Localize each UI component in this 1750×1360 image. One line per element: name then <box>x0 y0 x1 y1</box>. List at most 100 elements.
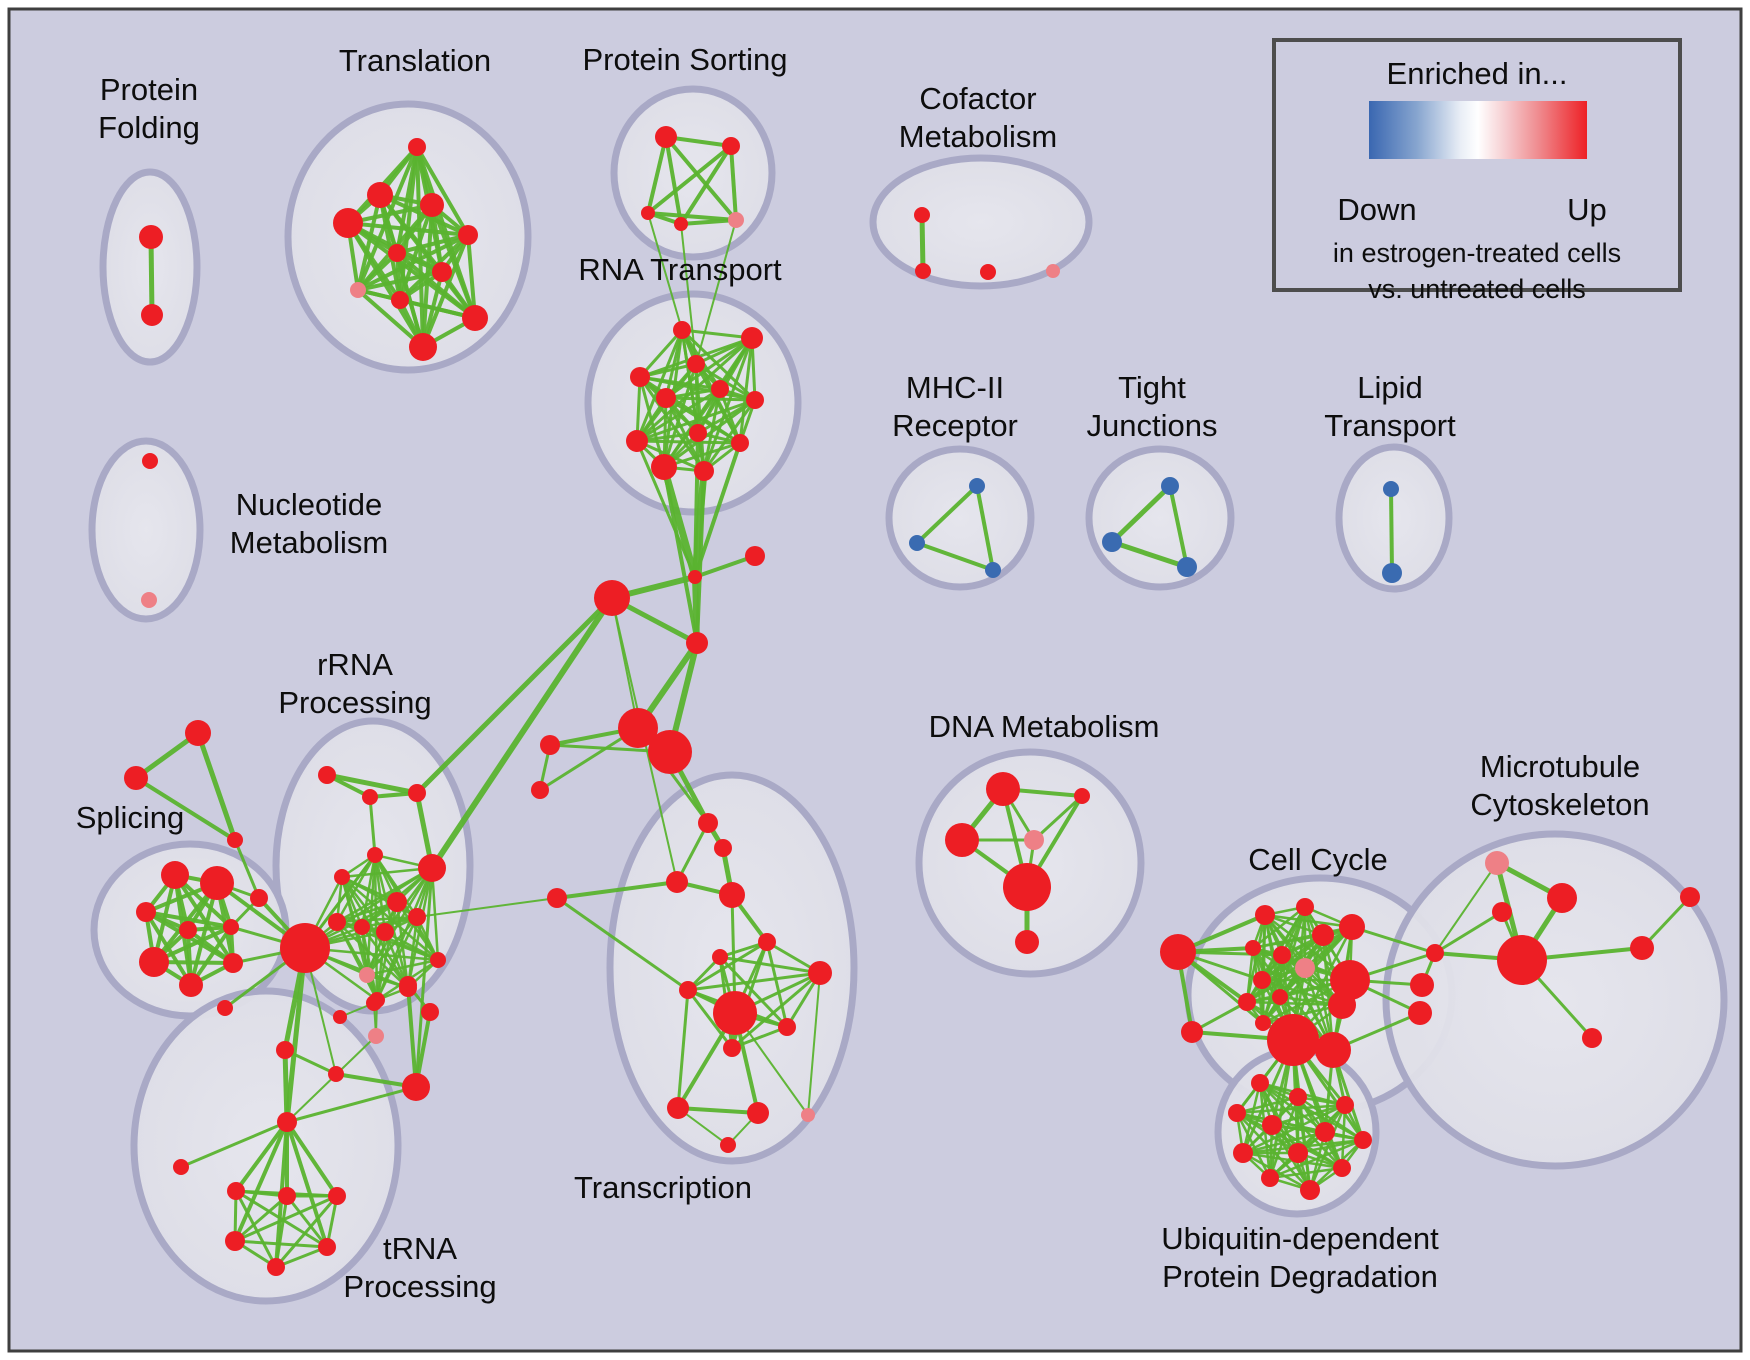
network-node-116[interactable] <box>1024 830 1044 850</box>
network-node-85[interactable] <box>368 1028 384 1044</box>
network-node-2[interactable] <box>408 138 426 156</box>
network-node-74[interactable] <box>328 913 346 931</box>
network-node-125[interactable] <box>1245 940 1261 956</box>
network-node-144[interactable] <box>1680 887 1700 907</box>
network-node-146[interactable] <box>1251 1074 1269 1092</box>
network-node-149[interactable] <box>1228 1104 1246 1122</box>
network-node-106[interactable] <box>713 991 757 1035</box>
network-node-109[interactable] <box>667 1097 689 1119</box>
network-node-52[interactable] <box>547 888 567 908</box>
network-node-129[interactable] <box>1272 989 1288 1005</box>
network-node-12[interactable] <box>409 333 437 361</box>
network-node-59[interactable] <box>179 921 197 939</box>
network-node-77[interactable] <box>359 967 375 983</box>
network-node-45[interactable] <box>688 570 702 584</box>
network-node-121[interactable] <box>1255 905 1275 925</box>
network-node-133[interactable] <box>1255 1015 1271 1031</box>
network-node-103[interactable] <box>712 949 728 965</box>
network-node-61[interactable] <box>139 947 169 977</box>
network-node-120[interactable] <box>1181 1021 1203 1043</box>
network-node-131[interactable] <box>1330 960 1370 1000</box>
network-node-25[interactable] <box>689 424 707 442</box>
network-node-104[interactable] <box>808 961 832 985</box>
network-node-1[interactable] <box>141 304 163 326</box>
network-node-128[interactable] <box>1253 971 1271 989</box>
network-node-47[interactable] <box>686 632 708 654</box>
network-node-147[interactable] <box>1289 1088 1307 1106</box>
network-node-3[interactable] <box>367 182 393 208</box>
network-node-83[interactable] <box>328 1066 344 1082</box>
network-node-78[interactable] <box>430 952 446 968</box>
network-node-60[interactable] <box>223 919 239 935</box>
network-node-36[interactable] <box>985 562 1001 578</box>
network-node-33[interactable] <box>1046 264 1060 278</box>
network-node-110[interactable] <box>747 1102 769 1124</box>
network-node-67[interactable] <box>408 784 426 802</box>
network-node-64[interactable] <box>250 889 268 907</box>
network-node-11[interactable] <box>462 305 488 331</box>
network-node-153[interactable] <box>1233 1143 1253 1163</box>
network-node-48[interactable] <box>618 708 658 748</box>
network-node-54[interactable] <box>124 766 148 790</box>
network-node-141[interactable] <box>1497 935 1547 985</box>
network-node-98[interactable] <box>698 813 718 833</box>
network-node-30[interactable] <box>914 207 930 223</box>
network-node-13[interactable] <box>655 126 677 148</box>
network-node-155[interactable] <box>1333 1159 1351 1177</box>
network-node-65[interactable] <box>318 766 336 784</box>
network-node-56[interactable] <box>161 861 189 889</box>
network-node-119[interactable] <box>1160 934 1196 970</box>
network-node-126[interactable] <box>1273 946 1291 964</box>
network-node-156[interactable] <box>1261 1169 1279 1187</box>
network-node-76[interactable] <box>376 923 394 941</box>
network-node-136[interactable] <box>1408 1001 1432 1025</box>
network-node-142[interactable] <box>1426 944 1444 962</box>
network-node-145[interactable] <box>1582 1028 1602 1048</box>
network-node-5[interactable] <box>333 208 363 238</box>
network-node-134[interactable] <box>1267 1014 1319 1066</box>
network-node-154[interactable] <box>1288 1143 1308 1163</box>
network-node-113[interactable] <box>986 772 1020 806</box>
network-node-72[interactable] <box>408 908 426 926</box>
network-node-96[interactable] <box>318 1238 336 1256</box>
network-node-26[interactable] <box>626 430 648 452</box>
network-node-93[interactable] <box>278 1187 296 1205</box>
network-node-58[interactable] <box>136 902 156 922</box>
network-node-4[interactable] <box>420 193 444 217</box>
network-node-115[interactable] <box>945 823 979 857</box>
network-node-91[interactable] <box>173 1159 189 1175</box>
network-node-17[interactable] <box>728 212 744 228</box>
network-node-42[interactable] <box>142 453 158 469</box>
network-node-6[interactable] <box>458 225 478 245</box>
network-node-86[interactable] <box>421 1003 439 1021</box>
network-node-132[interactable] <box>1328 991 1356 1019</box>
network-node-111[interactable] <box>801 1108 815 1122</box>
network-node-10[interactable] <box>391 291 409 309</box>
network-node-46[interactable] <box>745 546 765 566</box>
network-node-29[interactable] <box>694 461 714 481</box>
network-node-114[interactable] <box>1074 788 1090 804</box>
network-node-81[interactable] <box>217 1000 233 1016</box>
network-node-53[interactable] <box>185 720 211 746</box>
network-node-0[interactable] <box>139 225 163 249</box>
network-node-9[interactable] <box>350 282 366 298</box>
network-node-112[interactable] <box>720 1137 736 1153</box>
network-node-49[interactable] <box>648 730 692 774</box>
network-node-27[interactable] <box>731 434 749 452</box>
network-node-68[interactable] <box>367 847 383 863</box>
network-node-31[interactable] <box>915 263 931 279</box>
network-node-107[interactable] <box>778 1018 796 1036</box>
network-node-22[interactable] <box>656 388 676 408</box>
network-node-19[interactable] <box>741 327 763 349</box>
network-node-138[interactable] <box>1485 851 1509 875</box>
network-node-150[interactable] <box>1262 1115 1282 1135</box>
network-node-15[interactable] <box>641 206 655 220</box>
network-node-148[interactable] <box>1336 1096 1354 1114</box>
network-node-21[interactable] <box>630 367 650 387</box>
network-node-102[interactable] <box>758 933 776 951</box>
network-node-137[interactable] <box>1410 973 1434 997</box>
network-node-127[interactable] <box>1295 958 1315 978</box>
network-node-99[interactable] <box>714 839 732 857</box>
network-node-122[interactable] <box>1296 898 1314 916</box>
network-node-97[interactable] <box>267 1258 285 1276</box>
